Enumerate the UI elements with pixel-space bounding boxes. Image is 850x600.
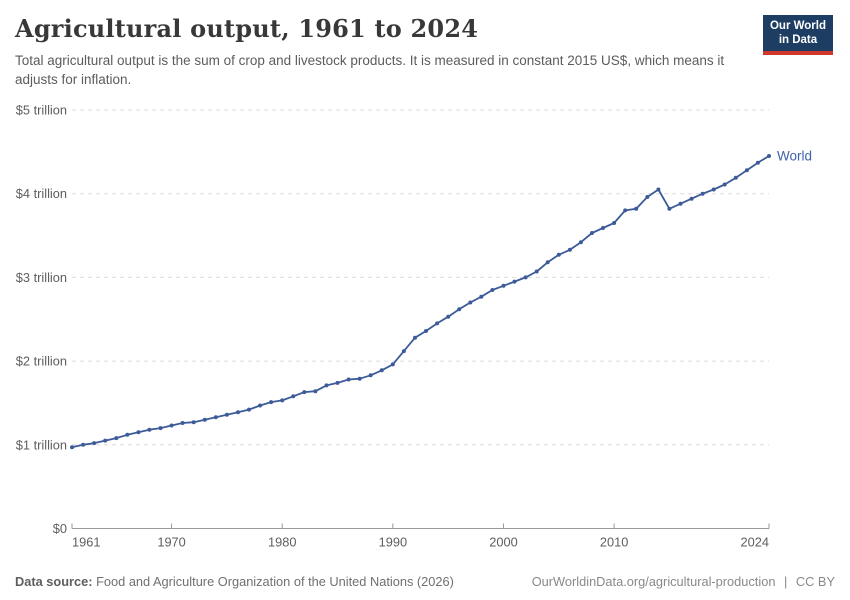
data-source-text: Food and Agriculture Organization of the… (96, 574, 454, 589)
data-point[interactable] (567, 247, 572, 252)
data-point[interactable] (413, 335, 417, 340)
chart-footer: Data source: Food and Agriculture Organi… (15, 574, 835, 589)
chart-subtitle: Total agricultural output is the sum of … (15, 53, 725, 87)
data-point[interactable] (601, 226, 605, 230)
data-point[interactable] (523, 275, 528, 280)
data-point[interactable] (645, 195, 650, 199)
data-source-note: Data source: Food and Agriculture Organi… (15, 574, 454, 589)
y-axis-tick-label: $5 trillion (16, 103, 67, 118)
x-axis-tick-label: 1961 (72, 535, 100, 550)
attribution-note: OurWorldinData.org/agricultural-producti… (532, 574, 835, 589)
data-point[interactable] (744, 168, 749, 173)
y-axis-tick-label: $3 trillion (16, 270, 67, 285)
data-point[interactable] (236, 410, 240, 415)
data-point[interactable] (634, 206, 639, 211)
data-point[interactable] (479, 294, 484, 299)
y-axis-tick-label: $4 trillion (16, 186, 67, 201)
data-point[interactable] (81, 442, 86, 447)
series-end-label[interactable]: World (777, 149, 812, 164)
x-axis-tick-label: 1990 (379, 535, 407, 550)
data-source-label: Data source: (15, 574, 93, 589)
data-point[interactable] (711, 187, 716, 192)
data-point[interactable] (700, 191, 705, 196)
data-point[interactable] (689, 196, 694, 201)
data-point[interactable] (191, 420, 196, 425)
owid-logo-line2: in Data (778, 34, 818, 47)
data-point[interactable] (501, 283, 506, 288)
data-point[interactable] (656, 187, 661, 192)
data-point[interactable] (125, 432, 130, 437)
data-point[interactable] (247, 407, 251, 412)
x-axis-tick-label: 2010 (600, 535, 628, 550)
data-point[interactable] (534, 269, 539, 274)
data-point[interactable] (767, 154, 771, 158)
data-point[interactable] (346, 377, 351, 382)
data-point[interactable] (678, 201, 683, 206)
data-point[interactable] (401, 349, 406, 354)
data-point[interactable] (280, 398, 285, 403)
data-point[interactable] (755, 160, 760, 165)
data-point[interactable] (269, 400, 274, 405)
data-point[interactable] (435, 321, 440, 326)
data-point[interactable] (623, 208, 628, 213)
data-point[interactable] (114, 436, 119, 441)
data-point[interactable] (390, 362, 395, 367)
data-point[interactable] (446, 314, 451, 319)
data-point[interactable] (147, 427, 152, 432)
data-point[interactable] (180, 421, 185, 425)
x-axis-tick-label: 2000 (489, 535, 517, 550)
data-point[interactable] (590, 231, 594, 235)
owid-logo-line1: Our World (769, 20, 826, 32)
x-axis-tick-label: 1970 (157, 535, 185, 550)
data-point[interactable] (545, 260, 550, 265)
data-point[interactable] (258, 403, 263, 408)
data-point[interactable] (578, 240, 583, 245)
data-point[interactable] (169, 423, 174, 428)
data-point[interactable] (357, 376, 362, 381)
attribution-separator: | (784, 574, 788, 589)
chart-title: Agricultural output, 1961 to 2024 (15, 14, 479, 43)
data-point[interactable] (213, 415, 218, 420)
data-point[interactable] (733, 175, 738, 180)
data-point[interactable] (324, 383, 329, 388)
data-point[interactable] (457, 307, 462, 312)
data-point[interactable] (722, 182, 727, 187)
data-point[interactable] (379, 368, 384, 373)
x-axis-tick-label: 1980 (268, 535, 296, 550)
chart-header: Agricultural output, 1961 to 2024 Total … (15, 14, 755, 89)
data-point[interactable] (158, 426, 163, 431)
y-axis-tick-label: $1 trillion (16, 437, 67, 452)
data-point[interactable] (103, 438, 108, 443)
y-axis-tick-label: $2 trillion (16, 354, 67, 369)
data-point[interactable] (302, 390, 307, 395)
data-point[interactable] (512, 279, 517, 284)
y-axis-tick-label: $0 (53, 521, 67, 536)
data-point[interactable] (136, 430, 141, 435)
data-point[interactable] (612, 221, 617, 225)
owid-url-link[interactable]: OurWorldinData.org/agricultural-producti… (531, 574, 776, 589)
data-point[interactable] (202, 417, 207, 422)
data-point[interactable] (368, 373, 373, 378)
data-point[interactable] (313, 389, 318, 394)
data-point[interactable] (70, 445, 74, 450)
data-point[interactable] (468, 300, 473, 305)
data-point[interactable] (291, 394, 296, 399)
license-label: CC BY (795, 574, 835, 589)
data-point[interactable] (335, 380, 340, 385)
series-line-world[interactable] (71, 155, 770, 449)
data-point[interactable] (556, 252, 561, 257)
data-point[interactable] (224, 412, 229, 417)
data-point[interactable] (490, 288, 495, 292)
data-point[interactable] (92, 441, 97, 446)
data-point[interactable] (667, 206, 672, 211)
owid-logo[interactable]: Our World in Data (762, 15, 833, 55)
x-axis-tick-label: 2024 (741, 535, 769, 550)
data-point[interactable] (424, 329, 428, 333)
